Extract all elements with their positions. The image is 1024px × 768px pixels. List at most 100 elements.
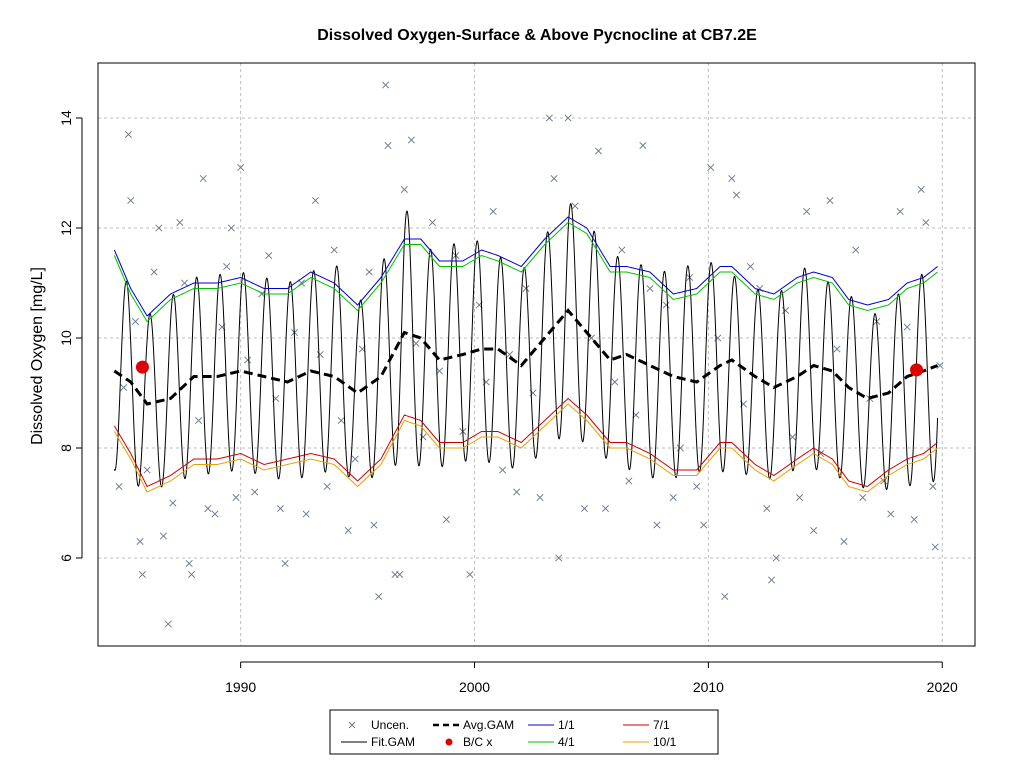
uncen-point-117	[887, 510, 895, 518]
uncen-point-66	[513, 488, 521, 496]
uncen-point-113	[859, 493, 867, 502]
legend-item-fit-gam-label: Fit.GAM	[371, 735, 415, 749]
y-tick-label-12: 12	[58, 220, 74, 236]
uncen-point-29	[265, 251, 273, 260]
y-tick-label-8: 8	[58, 444, 74, 452]
series-10-1-line	[113, 403, 938, 493]
uncen-point-79	[611, 378, 619, 386]
uncen-point-87	[669, 493, 677, 502]
uncen-point-54	[419, 433, 427, 441]
uncen-point-121	[917, 185, 925, 194]
uncen-point-75	[580, 504, 588, 513]
uncen-point-7	[143, 466, 151, 474]
uncen-point-46	[375, 592, 383, 601]
uncen-point-106	[803, 207, 811, 216]
uncen-point-123	[929, 482, 937, 491]
uncen-point-104	[789, 433, 797, 441]
uncen-point-41	[344, 526, 352, 535]
legend-item-b-c-x-marker	[445, 738, 453, 746]
uncen-point-8	[150, 268, 158, 276]
legend-item-4-1-label: 4/1	[558, 735, 575, 749]
grid-lines	[98, 63, 975, 646]
uncen-point-26	[244, 356, 252, 364]
legend-box	[329, 709, 719, 755]
uncen-point-2	[124, 130, 132, 139]
uncen-point-16	[187, 570, 196, 579]
uncen-point-22	[223, 262, 231, 271]
uncen-point-5	[136, 537, 144, 546]
uncen-point-69	[536, 493, 544, 502]
uncen-point-63	[489, 207, 497, 216]
uncen-point-72	[555, 554, 563, 562]
uncen-point-37	[316, 350, 324, 359]
uncen-point-78	[601, 504, 610, 513]
fit-gam-line	[113, 203, 939, 491]
uncen-point-38	[323, 482, 331, 491]
uncen-point-35	[302, 510, 310, 518]
uncen-point-14	[180, 279, 189, 287]
uncen-point-60	[466, 570, 474, 579]
uncen-point-103	[782, 306, 790, 315]
y-tick-label-10: 10	[58, 330, 74, 346]
uncen-point-20	[211, 510, 219, 518]
uncen-point-91	[700, 521, 708, 529]
uncen-point-52	[407, 136, 415, 144]
uncen-point-101	[767, 576, 776, 584]
uncen-point-55	[428, 218, 436, 227]
uncen-point-83	[639, 141, 647, 150]
uncen-point-23	[227, 224, 235, 232]
uncen-point-40	[337, 416, 345, 425]
uncen-point-88	[676, 444, 684, 452]
plot-frame	[97, 62, 976, 647]
uncen-point-74	[571, 202, 579, 210]
uncen-point-13	[176, 218, 184, 227]
uncen-point-107	[810, 526, 818, 535]
legend-item-avg-gam-label: Avg.GAM	[463, 718, 514, 732]
uncen-point-85	[653, 521, 661, 529]
uncen-point-98	[746, 262, 755, 271]
uncen-point-102	[772, 554, 780, 562]
uncen-point-27	[251, 488, 259, 496]
uncen-point-32	[281, 559, 289, 568]
uncen-point-125	[936, 361, 944, 370]
avg-gam-line	[113, 308, 939, 406]
uncen-point-77	[594, 147, 603, 155]
y-tick-label-6: 6	[58, 554, 74, 562]
uncen-point-96	[732, 191, 741, 199]
uncen-point-10	[159, 532, 168, 540]
legend-item-uncen--marker	[348, 721, 356, 729]
uncen-point-51	[400, 185, 408, 194]
uncen-point-57	[442, 515, 451, 524]
bc-point-1	[910, 363, 924, 377]
uncen-point-111	[840, 537, 848, 546]
uncen-point-100	[763, 504, 771, 513]
uncen-point-116	[880, 477, 888, 485]
uncen-point-80	[618, 246, 626, 254]
uncen-point-15	[185, 559, 193, 568]
uncen-point-18	[199, 174, 207, 183]
uncen-point-118	[896, 207, 904, 216]
legend: Uncen. Fit.GAM Avg.GAM B/C x 1/1 4/1 7/1 10/1	[329, 709, 719, 755]
y-axis: 6 8 10 12 14	[58, 110, 83, 562]
uncen-point-122	[922, 218, 930, 227]
legend-item-10-1-label: 10/1	[653, 735, 677, 749]
x-axis: 1990 2000 2010 2020	[225, 661, 958, 695]
uncen-point-73	[564, 114, 572, 122]
uncen-point-53	[412, 339, 420, 348]
uncen-point-3	[127, 196, 135, 205]
uncen-point-95	[728, 174, 736, 183]
uncen-point-11	[164, 620, 172, 628]
legend-item-1-1-label: 1/1	[558, 718, 575, 732]
uncen-point-92	[707, 163, 715, 172]
x-tick-label-2000: 2000	[459, 679, 490, 695]
uncen-point-84	[646, 284, 654, 293]
uncen-point-47	[382, 81, 390, 89]
uncen-point-19	[204, 504, 212, 513]
uncen-point-90	[693, 482, 701, 491]
uncen-point-64	[499, 466, 507, 474]
plot-marks	[113, 81, 944, 628]
uncen-point-65	[506, 350, 514, 359]
uncen-point-42	[351, 455, 359, 463]
legend-item-b-c-x-label: B/C x	[463, 735, 492, 749]
